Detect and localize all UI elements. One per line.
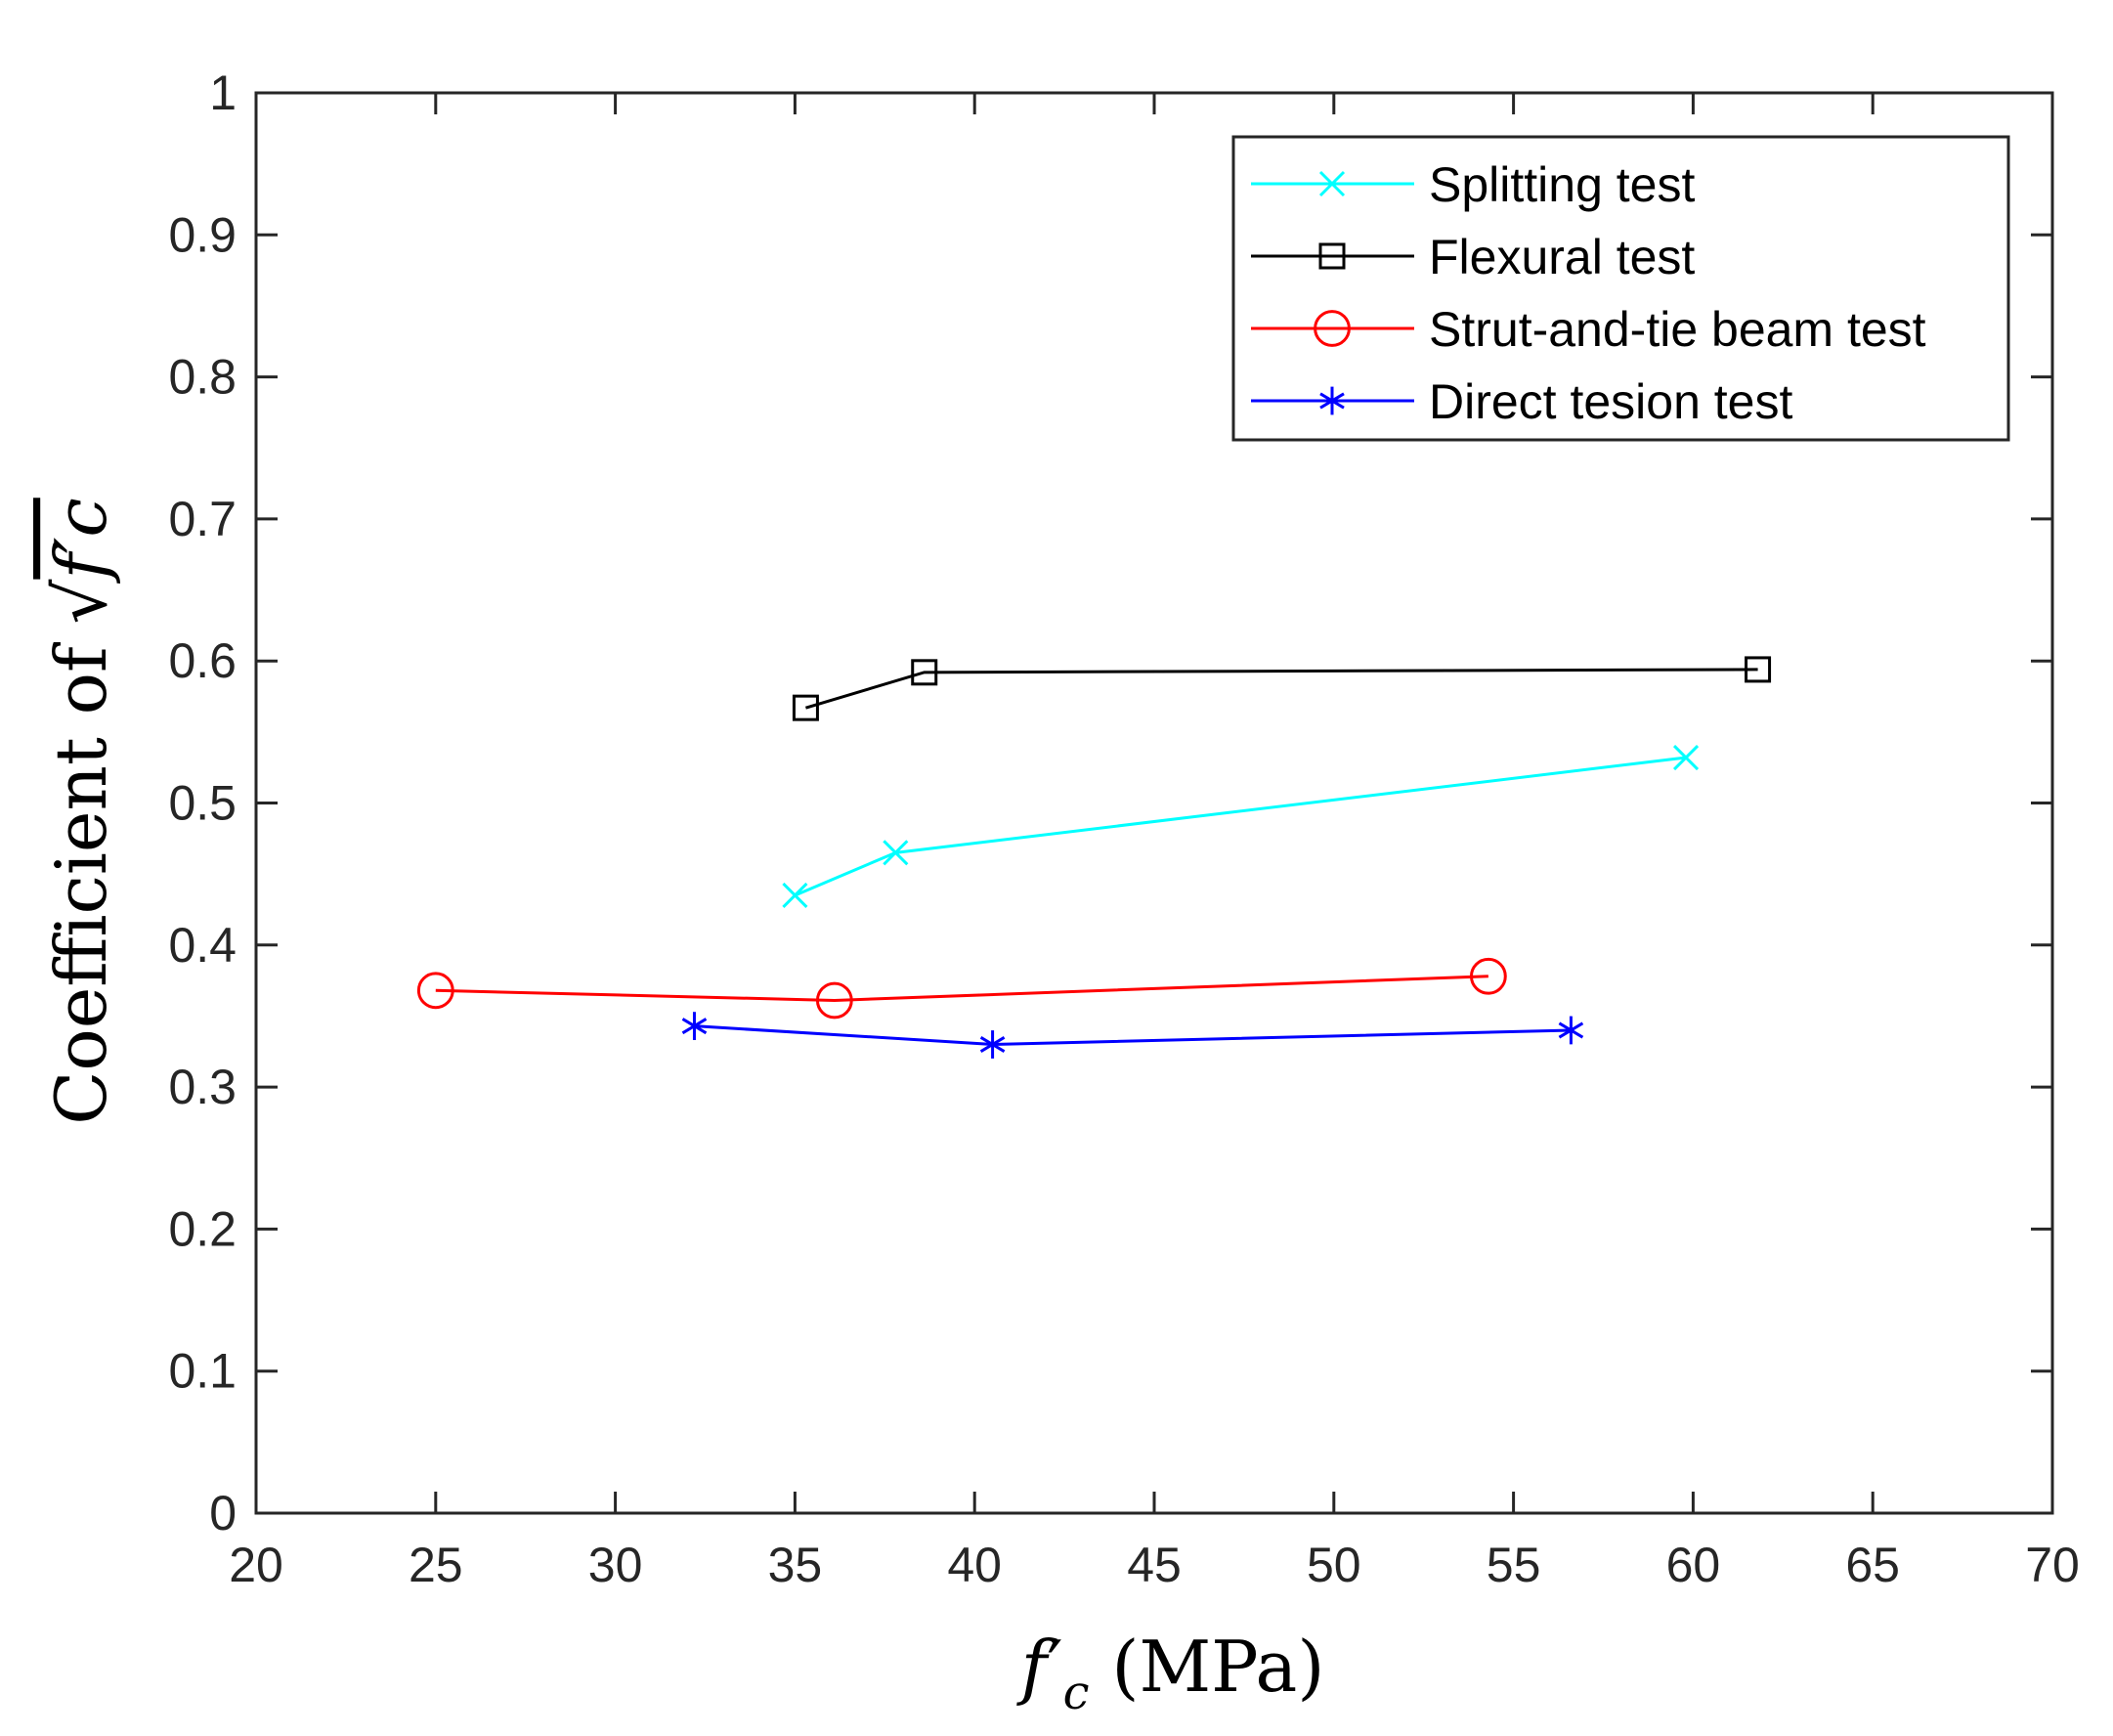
series-2-point-shape — [1745, 656, 1772, 683]
legend-label: Strut-and-tie beam test — [1429, 302, 1926, 357]
series-2-point-shape — [911, 659, 938, 686]
x-axis-label-subscript: c — [1063, 1666, 1090, 1720]
legend-item: Flexural test — [1251, 230, 1695, 284]
legend-item: Strut-and-tie beam test — [1251, 302, 1926, 357]
y-tick-label: 0.4 — [168, 918, 237, 973]
legend-marker-shape — [1314, 310, 1351, 347]
series-4-point-stroke — [681, 1018, 708, 1035]
legend-marker-shape — [1318, 242, 1346, 270]
y-tick-label: 0.9 — [168, 207, 237, 262]
y-tick-label: 0.6 — [168, 633, 237, 688]
series-4-point-stroke — [979, 1036, 1006, 1053]
series-3-point-shape — [416, 972, 454, 1010]
series-1-point — [883, 840, 909, 866]
series-2-point-shape — [792, 694, 819, 721]
y-axis-label-radicand: f′c — [40, 498, 122, 584]
series-line-2 — [804, 668, 1758, 710]
legend-marker-stroke — [1319, 392, 1345, 410]
series-3-point — [416, 972, 454, 1010]
series-3-point-shape — [1469, 957, 1507, 995]
y-tick-label: 0.2 — [168, 1201, 237, 1256]
x-tick-label: 30 — [588, 1538, 643, 1592]
y-tick-label: 0.5 — [168, 776, 237, 831]
series-2-point — [1745, 656, 1772, 683]
series-3-point-shape — [815, 981, 853, 1020]
x-axis-label-prime: ′ — [1047, 1626, 1062, 1708]
x-tick-label: 35 — [768, 1538, 823, 1592]
legend-label: Splitting test — [1429, 157, 1695, 212]
x-tick-label: 65 — [1845, 1538, 1900, 1592]
series-4-point — [681, 1012, 708, 1041]
legend-marker-stroke — [1318, 170, 1346, 197]
x-tick-label: 70 — [2025, 1538, 2080, 1592]
y-tick-label: 0.3 — [168, 1060, 237, 1114]
series-1-point — [782, 882, 808, 909]
y-tick-label: 1 — [209, 65, 237, 120]
legend: Splitting test Flexural test Strut-and-tie… — [1231, 135, 2010, 442]
series-4-point — [1558, 1016, 1584, 1045]
y-tick-label: 0.1 — [168, 1344, 237, 1399]
x-tick-label: 55 — [1487, 1538, 1541, 1592]
series-line-3 — [435, 975, 1488, 1002]
y-axis-label: Coefficient of √f′c — [40, 498, 122, 1124]
y-axis-label-radical: √ — [40, 579, 122, 624]
svg-text:Coefficient of √f′c: Coefficient of √f′c — [40, 498, 122, 1124]
plot-area: 20 25 30 35 40 45 50 55 60 65 70 0 0.1 0.2 0.3 0.4 0.5 0.… — [168, 65, 2079, 1592]
x-axis-label: f′c (MPa) — [1016, 1626, 1325, 1720]
series-1-point-stroke — [782, 882, 808, 909]
legend-marker — [1314, 310, 1351, 347]
legend-label: Direct tesion test — [1429, 374, 1792, 429]
x-axis-label-unit: (MPa) — [1089, 1626, 1324, 1708]
legend-item: Direct tesion test — [1251, 374, 1792, 429]
series-3-point — [1469, 957, 1507, 995]
legend-box — [1231, 135, 2010, 442]
series-1-point-stroke — [1672, 744, 1700, 771]
series-4-point — [979, 1030, 1006, 1059]
legend-label: Flexural test — [1429, 230, 1695, 284]
y-tick-label: 0.7 — [168, 492, 237, 546]
x-tick-label: 40 — [947, 1538, 1002, 1592]
series-2-point — [792, 694, 819, 721]
y-axis-label-prefix: Coefficient of — [40, 624, 122, 1124]
series-2-point — [911, 659, 938, 686]
x-tick-label: 45 — [1127, 1538, 1182, 1592]
x-tick-label: 50 — [1307, 1538, 1361, 1592]
x-tick-label: 25 — [409, 1538, 463, 1592]
y-tick-label: 0.8 — [168, 350, 237, 405]
legend-marker — [1319, 386, 1345, 415]
legend-marker — [1318, 170, 1346, 197]
x-tick-label: 60 — [1666, 1538, 1721, 1592]
series-1-point-stroke — [883, 840, 909, 866]
x-tick-label: 20 — [229, 1538, 283, 1592]
series-1-point — [1672, 744, 1700, 771]
legend-marker — [1318, 242, 1346, 270]
y-tick-label: 0 — [209, 1486, 237, 1541]
series-3-point — [815, 981, 853, 1020]
series-4-point-stroke — [1558, 1021, 1584, 1039]
